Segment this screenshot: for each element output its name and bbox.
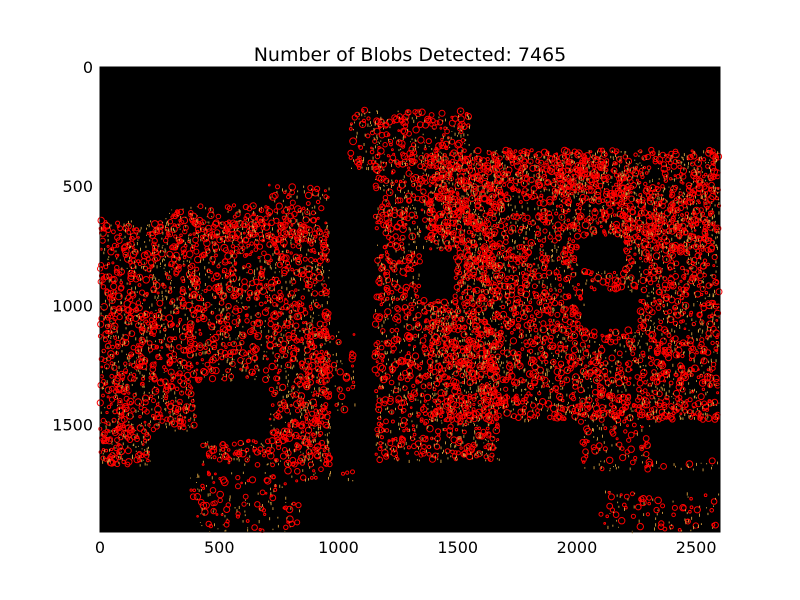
figure-title: Number of Blobs Detected: 7465	[254, 44, 567, 66]
x-tick-label: 0	[95, 538, 105, 557]
y-tick-label: 500	[62, 177, 93, 196]
x-tick-label: 500	[204, 538, 235, 557]
x-axis: 0 500 1000 1500 2000 2500	[95, 67, 717, 557]
y-tick-label: 1500	[52, 416, 93, 435]
image-background	[100, 67, 720, 532]
y-tick-label: 1000	[52, 296, 93, 315]
axes-frame	[99, 66, 721, 533]
x-tick-label: 2500	[676, 538, 717, 557]
x-tick-label: 1500	[437, 538, 478, 557]
x-tick-label: 2000	[557, 538, 598, 557]
image-area	[96, 67, 723, 534]
x-tick-label: 1000	[318, 538, 359, 557]
blob-layer	[96, 106, 723, 534]
y-axis: 0 500 1000 1500	[52, 58, 720, 435]
y-tick-label: 0	[83, 58, 93, 77]
